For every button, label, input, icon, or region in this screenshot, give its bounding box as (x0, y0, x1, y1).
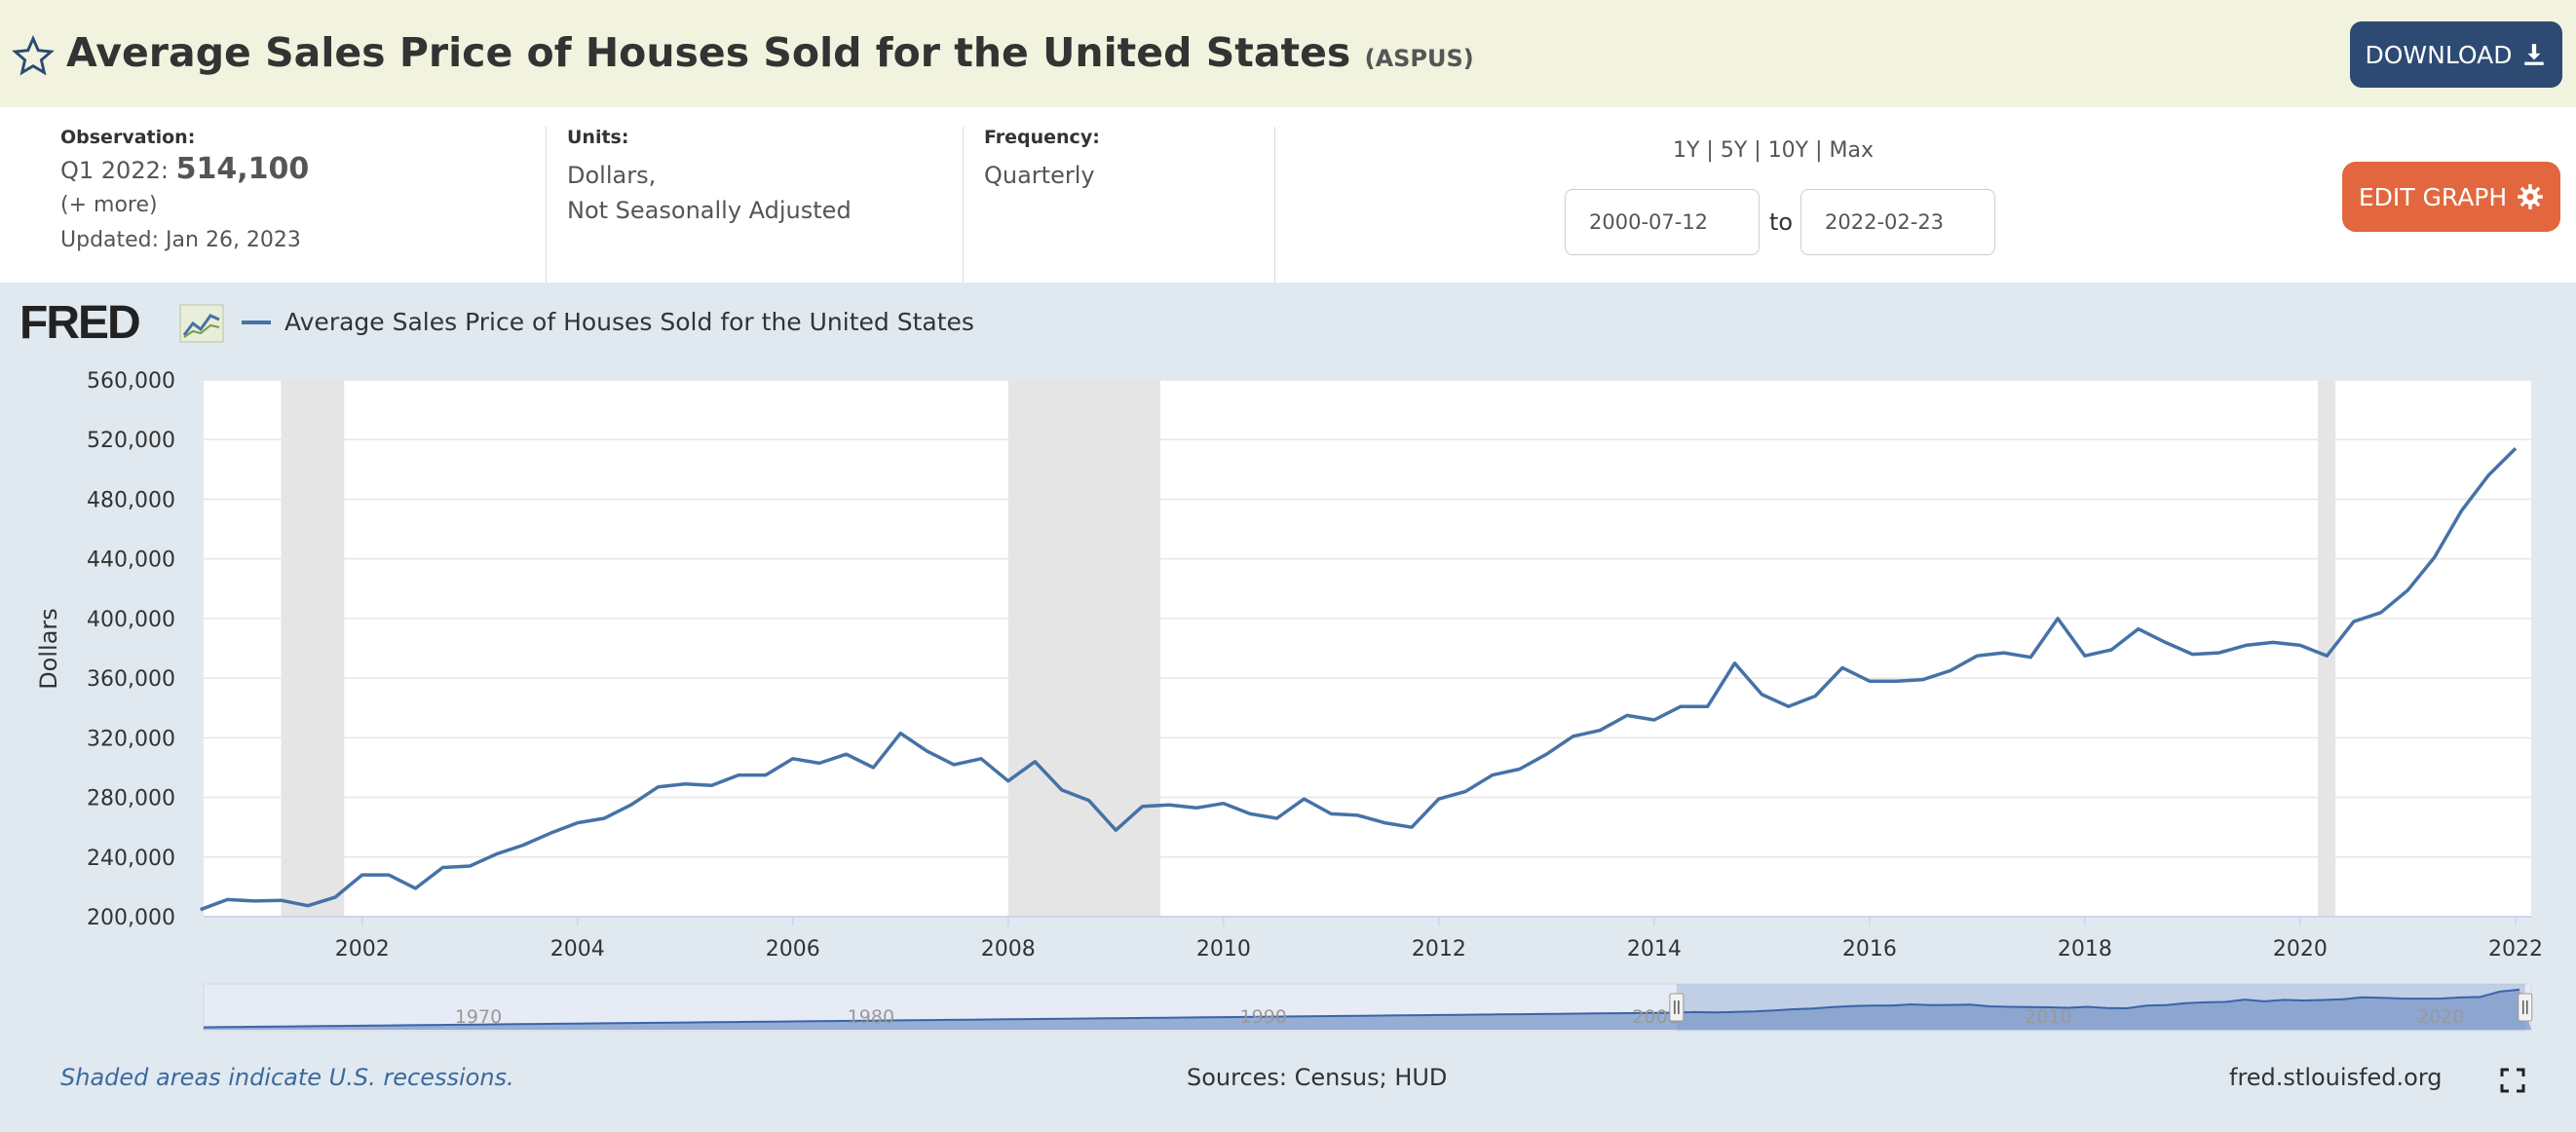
x-tick-label: 2020 (2273, 937, 2328, 962)
y-tick-label: 320,000 (87, 727, 175, 751)
units-label: Units: (567, 127, 629, 148)
legend-label: Average Sales Price of Houses Sold for t… (284, 308, 974, 336)
site-link[interactable]: fred.stlouisfed.org (2229, 1064, 2443, 1091)
x-tick-label: 2012 (1412, 937, 1466, 962)
start-date-input[interactable]: 2000-07-12 (1565, 189, 1760, 255)
units-value: Dollars, Not Seasonally Adjusted (567, 158, 852, 228)
series-code: (ASPUS) (1364, 45, 1474, 72)
fred-chart-icon (179, 304, 224, 343)
y-tick-label: 560,000 (87, 369, 175, 394)
series-line (200, 447, 2518, 912)
divider (546, 127, 547, 283)
end-date-input[interactable]: 2022-02-23 (1800, 189, 1995, 255)
observation-block: Observation: Q1 2022: 514,100 (+ more) U… (60, 127, 309, 258)
navigator-tick-label: 2010 (2025, 1006, 2071, 1028)
y-tick-label: 400,000 (87, 608, 175, 632)
edit-graph-label: EDIT GRAPH (2358, 182, 2508, 211)
navigator-handle[interactable] (1669, 993, 1685, 1022)
plot-background (204, 380, 2531, 917)
navigator-line (203, 988, 2519, 1029)
sources-note: Sources: Census; HUD (1187, 1064, 1448, 1091)
range-max[interactable]: Max (1829, 138, 1875, 163)
fred-logo: FRED (19, 297, 141, 349)
observation-line: Q1 2022: 514,100 (60, 152, 309, 188)
units-line-2: Not Seasonally Adjusted (567, 197, 852, 224)
series-title: Average Sales Price of Houses Sold for t… (66, 29, 1351, 76)
page-title: Average Sales Price of Houses Sold for t… (66, 29, 1474, 76)
navigator-handle[interactable] (2518, 993, 2533, 1022)
units-line-1: Dollars, (567, 162, 657, 189)
divider (963, 127, 964, 283)
x-tick-label: 2010 (1196, 937, 1251, 962)
recession-band (281, 380, 345, 917)
y-tick-label: 520,000 (87, 429, 175, 453)
range-1y[interactable]: 1Y (1673, 138, 1700, 163)
recession-note: Shaded areas indicate U.S. recessions. (60, 1064, 514, 1091)
x-tick-label: 2018 (2058, 937, 2112, 962)
navigator-tick-label: 1980 (848, 1006, 894, 1028)
download-label: DOWNLOAD (2365, 40, 2513, 69)
navigator-tick-label: 2020 (2417, 1006, 2464, 1028)
range-10y[interactable]: 10Y (1767, 138, 1809, 163)
y-tick-label: 440,000 (87, 548, 175, 573)
fullscreen-icon[interactable] (2500, 1068, 2525, 1093)
frequency-block: Frequency: Quarterly (984, 127, 1100, 193)
y-tick-label: 240,000 (87, 847, 175, 871)
line-chart: 200,000 240,000 280,000 320,000 360,000 400,0… (35, 369, 2543, 1032)
navigator: 1970 1980 1990 2000 2010 2020 (203, 983, 2533, 1032)
y-tick-label: 480,000 (87, 488, 175, 512)
navigator-tick-label: 1990 (1240, 1006, 1287, 1028)
observation-label: Observation: (60, 127, 196, 148)
y-tick-label: 280,000 (87, 787, 175, 811)
x-tick-label: 2022 (2488, 937, 2543, 962)
frequency-value: Quarterly (984, 162, 1095, 189)
info-panel: Observation: Q1 2022: 514,100 (+ more) U… (0, 107, 2576, 283)
download-icon (2524, 44, 2545, 65)
frequency-label: Frequency: (984, 127, 1100, 148)
plot-layer: 200,000 240,000 280,000 320,000 360,000 400,0… (35, 369, 2543, 962)
navigator-area (204, 989, 2531, 1030)
units-block: Units: Dollars, Not Seasonally Adjusted (567, 127, 852, 228)
range-5y[interactable]: 5Y (1720, 138, 1748, 163)
to-label: to (1769, 208, 1794, 236)
x-tick-label: 2008 (981, 937, 1036, 962)
y-tick-label: 200,000 (87, 906, 175, 930)
range-links: 1Y | 5Y | 10Y | Max (1673, 138, 1875, 163)
observation-period: Q1 2022: (60, 157, 169, 184)
edit-graph-button[interactable]: EDIT GRAPH (2342, 162, 2560, 232)
more-link[interactable]: (+ more) (60, 193, 158, 217)
x-tick-label: 2002 (335, 937, 390, 962)
navigator-tick-label: 1970 (455, 1006, 502, 1028)
recession-band (2318, 380, 2336, 917)
y-tick-label: 360,000 (87, 667, 175, 692)
download-button[interactable]: DOWNLOAD (2350, 21, 2562, 88)
recession-band (1007, 380, 1161, 917)
x-tick-label: 2004 (550, 937, 605, 962)
observation-value: 514,100 (175, 152, 310, 186)
chart-legend: Average Sales Price of Houses Sold for t… (242, 308, 974, 336)
x-tick-label: 2006 (766, 937, 820, 962)
gear-icon (2518, 184, 2544, 209)
divider (1274, 127, 1275, 283)
y-axis-label: Dollars (35, 608, 62, 690)
x-tick-label: 2014 (1627, 937, 1682, 962)
navigator-tick-label: 2000 (1632, 1006, 1679, 1028)
x-tick-label: 2016 (1842, 937, 1897, 962)
legend-swatch (242, 320, 271, 324)
updated-date: Updated: Jan 26, 2023 (60, 228, 301, 252)
header-bar: Average Sales Price of Houses Sold for t… (0, 0, 2576, 107)
star-icon[interactable] (12, 35, 55, 78)
